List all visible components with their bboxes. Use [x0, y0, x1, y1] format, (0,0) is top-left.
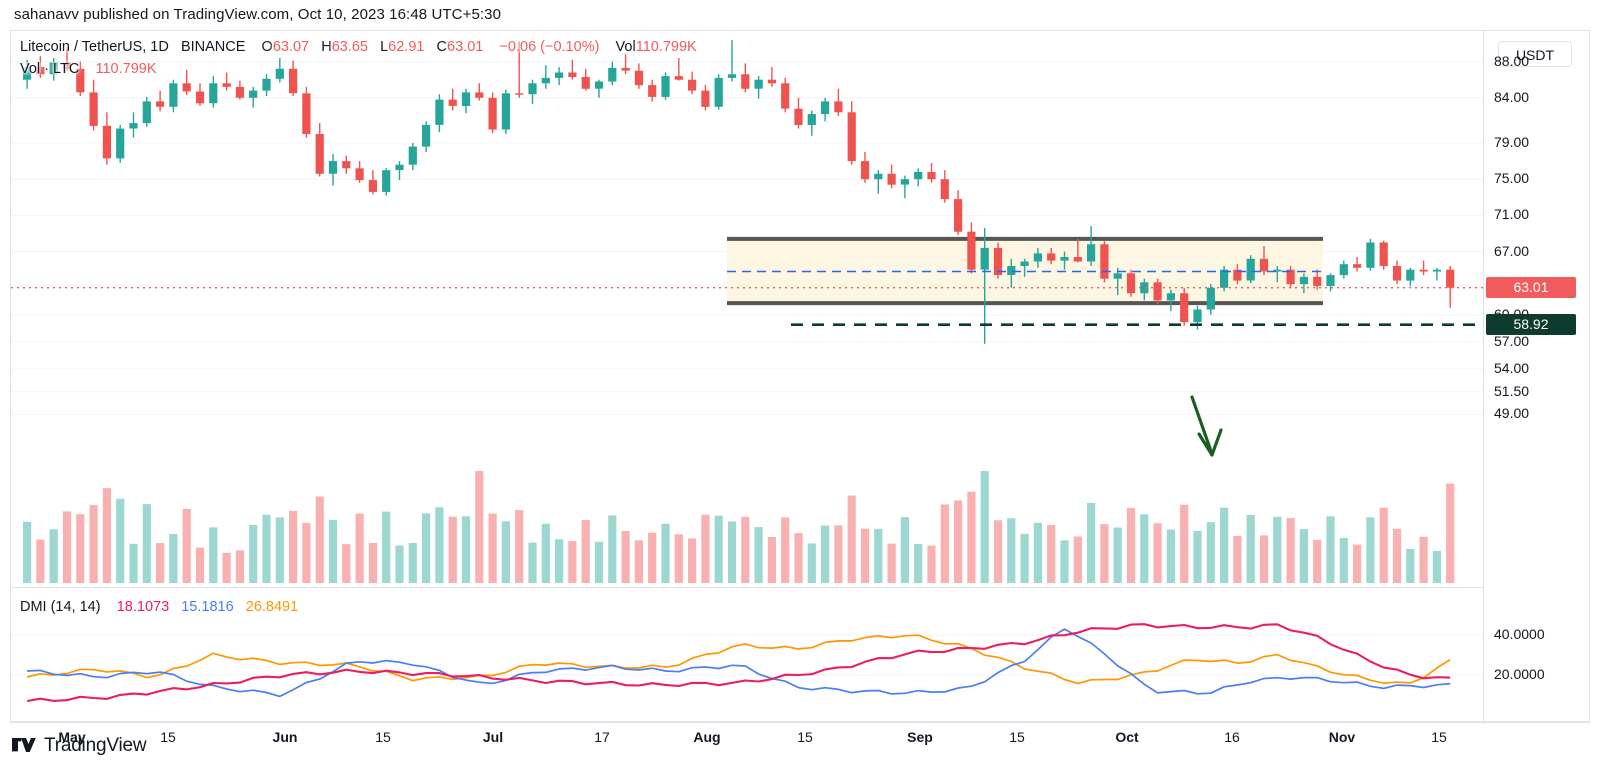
legend-low-key: L	[380, 39, 389, 55]
price-axis-label: 57.00	[1494, 333, 1530, 349]
price-axis[interactable]: USDT 88.0084.0079.0075.0071.0067.0060.00…	[1483, 31, 1589, 721]
price-axis-unit: USDT	[1498, 41, 1572, 67]
price-axis-label: 67.00	[1494, 242, 1530, 259]
tradingview-branding: TradingView	[12, 735, 147, 757]
price-axis-label: 79.00	[1494, 134, 1530, 150]
dmi-plus-di-value: 15.1816	[181, 599, 234, 615]
support-level-tag: 58.92	[1486, 314, 1576, 336]
price-plot	[11, 39, 1483, 583]
tradingview-logo-icon	[12, 738, 36, 754]
time-axis-label: May	[58, 729, 86, 745]
legend-vol-value: 110.799K	[635, 39, 697, 55]
time-axis-label: 15	[160, 729, 176, 745]
dmi-axis-label: 40.0000	[1494, 626, 1545, 642]
time-axis[interactable]: May 15 Jun 15 Jul 17 Aug 15 Sep 15 Oct 16 Nov 15	[10, 722, 1590, 752]
dmi-adx-value: 18.1073	[116, 599, 170, 615]
time-axis-label: 17	[594, 729, 610, 745]
chart-frame: USDT 88.0084.0079.0075.0071.0067.0060.00…	[10, 30, 1590, 722]
price-axis-label: 51.50	[1494, 382, 1530, 399]
volume-study-name: Vol · LTC	[20, 61, 80, 77]
legend-high-value: 63.65	[331, 39, 368, 55]
price-pane[interactable]	[11, 31, 1483, 587]
legend-exchange: BINANCE	[180, 39, 246, 55]
legend-low-value: 62.91	[388, 39, 425, 55]
last-price-tag: 63.01	[1486, 277, 1576, 299]
dmi-plot	[11, 623, 1483, 703]
legend-open-key: O	[261, 39, 273, 55]
time-axis-label: 15	[1431, 729, 1447, 745]
dmi-study-legend[interactable]: DMI (14, 14) 18.1073 15.1816 26.8491	[20, 599, 298, 615]
dmi-pane[interactable]	[11, 589, 1483, 721]
legend-symbol: Litecoin / TetherUS, 1D	[20, 39, 169, 55]
price-axis-label: 75.00	[1494, 170, 1530, 187]
time-axis-label: Aug	[693, 729, 721, 745]
pane-separator	[11, 587, 1483, 588]
time-axis-label: Nov	[1328, 729, 1356, 745]
volume-study-legend[interactable]: Vol · LTC 110.799K	[20, 61, 157, 77]
price-axis-label: 49.00	[1494, 405, 1530, 422]
time-axis-label: 15	[1009, 729, 1025, 745]
tradingview-wordmark: TradingView	[44, 735, 147, 756]
legend-close-value: 63.01	[447, 39, 484, 55]
time-axis-label: 15	[797, 729, 813, 745]
price-axis-label: 71.00	[1494, 206, 1530, 223]
time-axis-label: 15	[375, 729, 391, 745]
time-axis-label: Oct	[1115, 729, 1139, 745]
publisher-byline: sahanavv published on TradingView.com, O…	[14, 6, 502, 23]
legend-high-key: H	[321, 39, 332, 55]
dmi-study-name: DMI (14, 14)	[20, 599, 101, 615]
dmi-minus-di-value: 26.8491	[245, 599, 299, 615]
symbol-legend[interactable]: Litecoin / TetherUS, 1D BINANCE O63.07 H…	[20, 39, 697, 55]
breakdown-arrow-icon	[1190, 395, 1223, 457]
time-axis-label: Jul	[482, 729, 504, 745]
time-axis-label: Sep	[907, 729, 933, 745]
legend-vol-key: Vol	[615, 39, 636, 55]
price-axis-label: 54.00	[1494, 360, 1530, 377]
time-axis-label: Jun	[272, 729, 298, 745]
legend-change: −0.06 (−0.10%)	[499, 39, 600, 55]
legend-open-value: 63.07	[272, 39, 310, 55]
price-axis-label: 84.00	[1494, 88, 1530, 105]
dmi-axis-label: 20.0000	[1494, 666, 1545, 682]
price-axis-label: 88.00	[1494, 52, 1530, 69]
legend-close-key: C	[436, 39, 448, 55]
time-axis-label: 16	[1224, 729, 1240, 745]
volume-study-value: 110.799K	[95, 61, 157, 77]
